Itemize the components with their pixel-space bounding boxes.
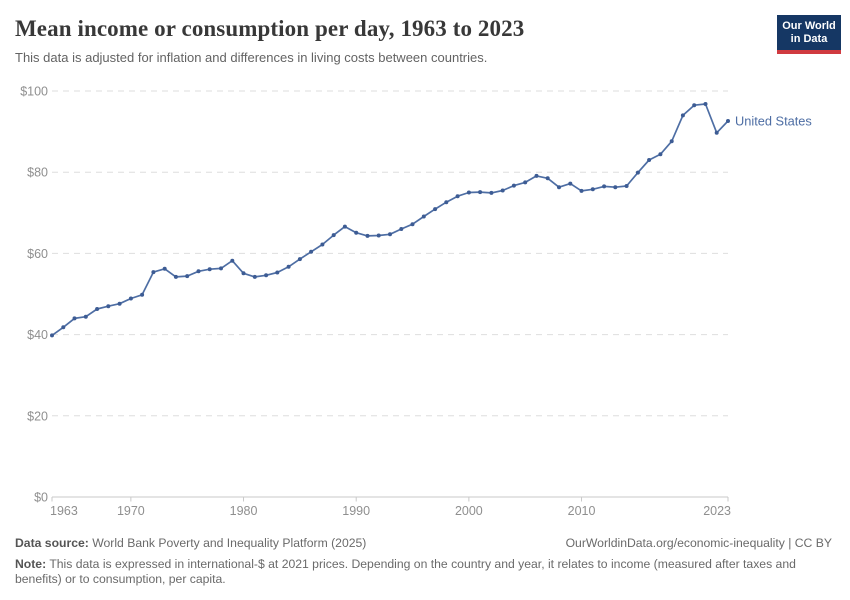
chart-title: Mean income or consumption per day, 1963…: [15, 16, 525, 41]
svg-text:$0: $0: [34, 491, 48, 505]
svg-text:2000: 2000: [455, 504, 483, 518]
chart-subtitle: This data is adjusted for inflation and …: [15, 50, 488, 65]
svg-text:$60: $60: [27, 247, 48, 261]
owid-logo[interactable]: Our World in Data: [777, 15, 841, 54]
footer-note: Note: This data is expressed in internat…: [15, 557, 827, 588]
owid-logo-red-bar: [777, 50, 841, 54]
svg-text:United States: United States: [735, 114, 812, 129]
note-label: Note:: [15, 556, 47, 571]
svg-text:1970: 1970: [117, 504, 145, 518]
note-text: This data is expressed in international-…: [15, 556, 796, 587]
svg-text:$20: $20: [27, 409, 48, 423]
svg-text:1990: 1990: [342, 504, 370, 518]
footer-row: Data source: World Bank Poverty and Ineq…: [15, 536, 832, 552]
data-source: Data source: World Bank Poverty and Ineq…: [15, 536, 366, 552]
chart-footer: Data source: World Bank Poverty and Ineq…: [15, 536, 832, 588]
owid-logo-line2: in Data: [790, 33, 828, 45]
svg-text:$80: $80: [27, 166, 48, 180]
svg-text:2023: 2023: [703, 504, 731, 518]
data-source-text: World Bank Poverty and Inequality Platfo…: [88, 536, 367, 550]
credit-link[interactable]: OurWorldinData.org/economic-inequality |…: [565, 536, 832, 550]
svg-text:$40: $40: [27, 328, 48, 342]
owid-logo-line1: Our World: [782, 20, 836, 32]
data-source-label: Data source:: [15, 536, 89, 550]
owid-logo-box: Our World in Data: [777, 15, 841, 50]
svg-text:2010: 2010: [568, 504, 596, 518]
svg-text:1980: 1980: [230, 504, 258, 518]
svg-text:$100: $100: [20, 85, 48, 99]
svg-text:1963: 1963: [50, 504, 78, 518]
